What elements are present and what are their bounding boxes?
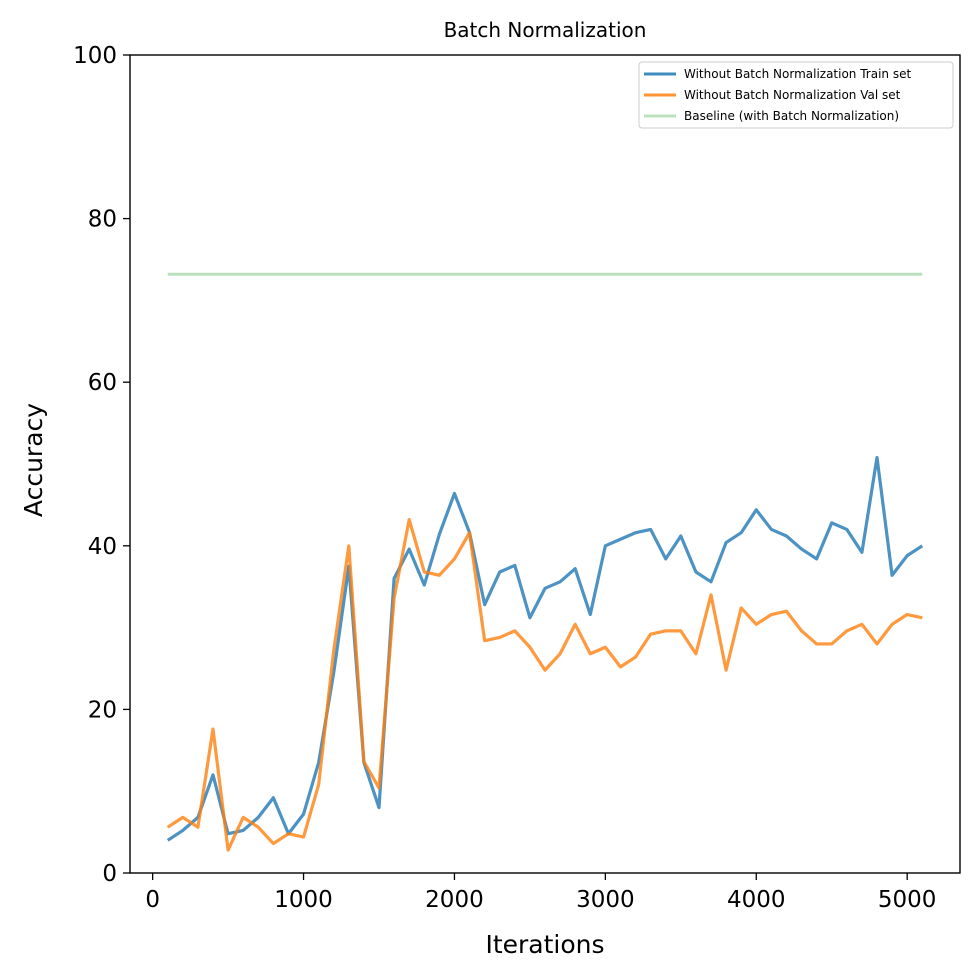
- x-tick-label: 4000: [727, 887, 786, 913]
- legend-label-0: Without Batch Normalization Train set: [684, 67, 911, 81]
- legend: Without Batch Normalization Train set Wit…: [638, 61, 954, 129]
- y-tick-label: 0: [102, 861, 117, 887]
- series-line-0: [166, 455, 924, 842]
- x-tick-label: 0: [145, 887, 160, 913]
- x-tick-label: 2000: [425, 887, 484, 913]
- plot-frame: [129, 54, 961, 874]
- y-tick-label: 80: [88, 207, 117, 233]
- y-tick-label: 20: [88, 697, 117, 723]
- legend-label-1: Without Batch Normalization Val set: [684, 88, 901, 102]
- series-line-1: [166, 518, 923, 852]
- plot-area: [166, 272, 924, 852]
- x-axis: 0 1000 2000 3000 4000 5000: [145, 873, 936, 913]
- x-axis-label: Iterations: [485, 930, 604, 959]
- y-tick-label: 60: [88, 370, 117, 396]
- y-tick-label: 40: [88, 534, 117, 560]
- x-tick-label: 5000: [878, 887, 937, 913]
- legend-label-2: Baseline (with Batch Normalization): [684, 109, 899, 123]
- legend-box: [638, 61, 954, 129]
- chart-title: Batch Normalization: [444, 18, 647, 42]
- y-axis: 0 20 40 60 80 100: [73, 43, 130, 887]
- y-tick-label: 100: [73, 43, 117, 69]
- x-tick-label: 3000: [576, 887, 635, 913]
- y-axis-label: Accuracy: [19, 403, 48, 517]
- x-tick-label: 1000: [274, 887, 333, 913]
